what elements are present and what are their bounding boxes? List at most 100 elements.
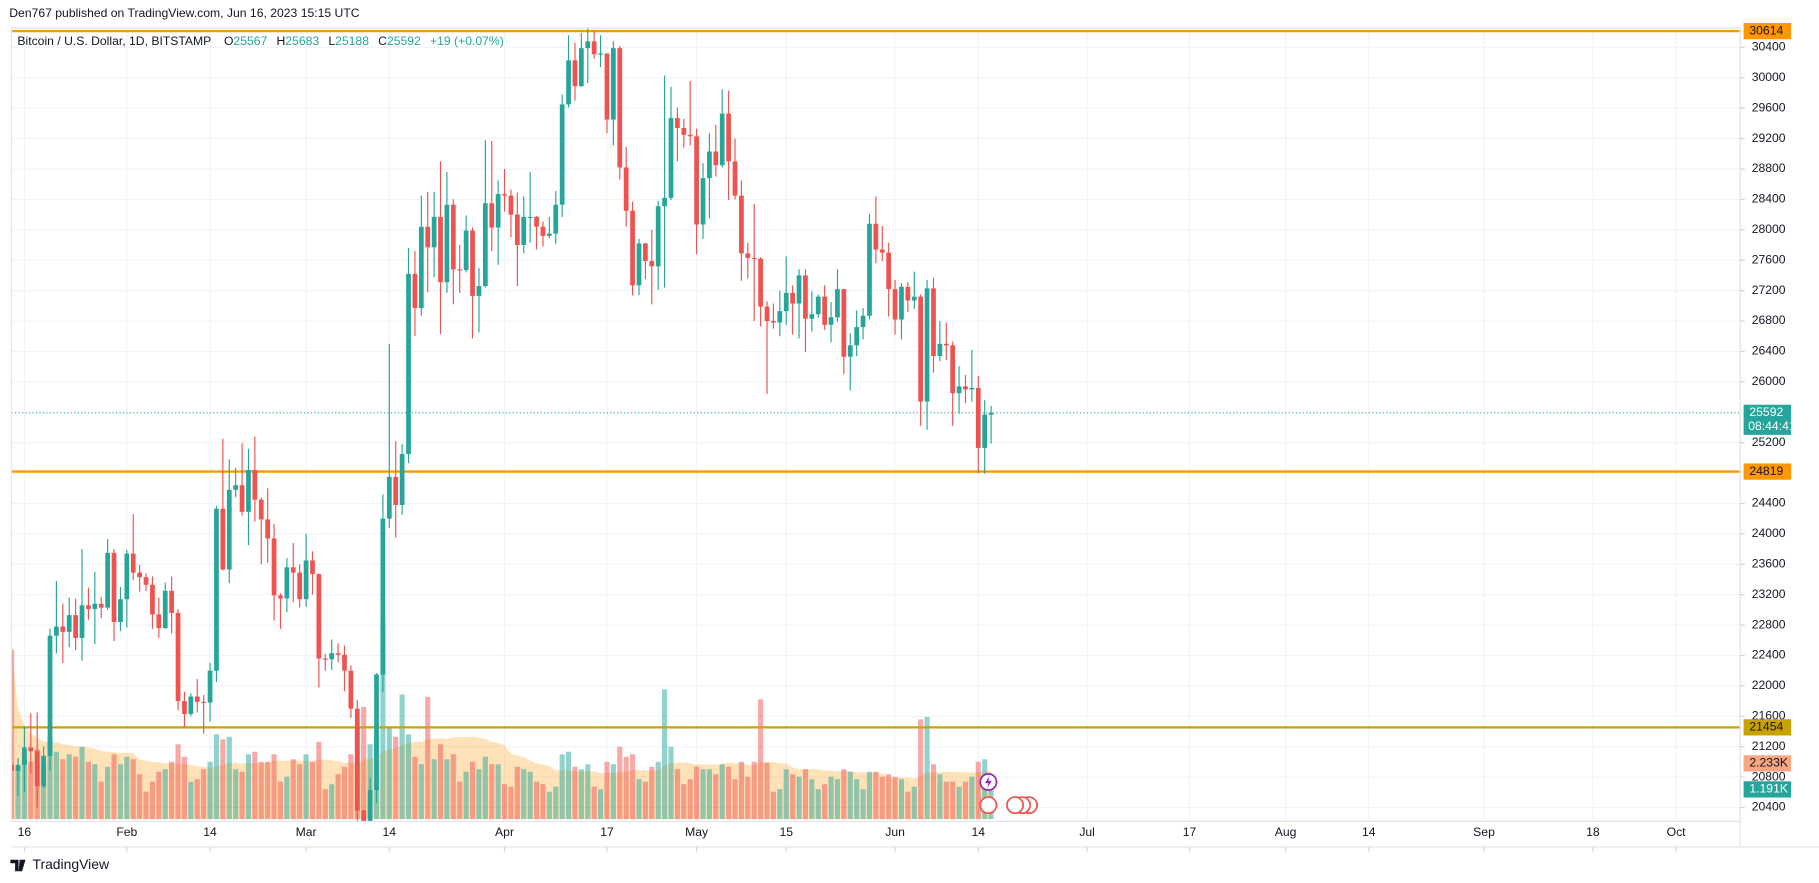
volume-bar bbox=[28, 761, 34, 820]
axes: 20400 20800 21200 21600 22000 22400 22800 23200… bbox=[18, 23, 1796, 852]
volume-bar bbox=[233, 769, 239, 820]
volume-bar bbox=[668, 746, 674, 820]
volume-bar bbox=[777, 789, 783, 820]
publish-note: Den767 published on TradingView.com, Jun… bbox=[9, 6, 359, 20]
volume-bar bbox=[501, 784, 508, 820]
level-tag-bg bbox=[1743, 23, 1792, 40]
volume-bar bbox=[790, 774, 796, 820]
volume-bar bbox=[412, 756, 418, 820]
volume-bar bbox=[969, 776, 975, 820]
candle-body bbox=[732, 161, 738, 196]
candle-body bbox=[457, 269, 463, 271]
y-tick-label: 27200 bbox=[1752, 283, 1786, 297]
volume-bar bbox=[149, 781, 156, 820]
volume-bar bbox=[975, 761, 981, 820]
volume-bar bbox=[239, 771, 245, 820]
volume-bar bbox=[380, 622, 386, 820]
candle-body bbox=[162, 590, 168, 629]
candle-body bbox=[873, 223, 879, 250]
candle-body bbox=[399, 454, 405, 505]
volume-bar bbox=[962, 781, 969, 820]
volume-bar bbox=[418, 764, 424, 820]
volume-bar bbox=[719, 764, 725, 820]
x-tick-label: Oct bbox=[1667, 825, 1687, 839]
candle-body bbox=[803, 275, 808, 319]
volume-bar bbox=[213, 734, 220, 820]
x-tick-label: 17 bbox=[600, 825, 614, 839]
y-tick-label: 22800 bbox=[1752, 617, 1786, 631]
volume-bar bbox=[911, 786, 917, 820]
x-tick-label: 17 bbox=[1183, 825, 1197, 839]
x-tick-label: Feb bbox=[116, 825, 137, 839]
candle-body bbox=[418, 226, 424, 309]
candle-body bbox=[764, 306, 770, 322]
y-tick-label: 26000 bbox=[1752, 374, 1786, 388]
candle-body bbox=[546, 233, 552, 236]
candle-body bbox=[207, 670, 213, 703]
candle-body bbox=[150, 584, 155, 615]
volume-last-tag: 1.191K bbox=[1749, 782, 1788, 796]
volume-bar bbox=[245, 754, 252, 820]
candle-body bbox=[847, 345, 853, 357]
volume-bar bbox=[457, 781, 463, 820]
candle-body bbox=[246, 469, 251, 512]
volume-bar bbox=[591, 786, 597, 820]
legend-key: O bbox=[224, 34, 233, 48]
volume-bar bbox=[642, 781, 648, 820]
y-tick-label: 21600 bbox=[1752, 708, 1786, 722]
candle-body bbox=[290, 567, 296, 573]
candle-body bbox=[687, 134, 693, 137]
candle-body bbox=[860, 315, 866, 328]
volume-bar bbox=[822, 784, 828, 820]
candle-body bbox=[278, 595, 283, 599]
volume-bar bbox=[450, 754, 456, 820]
candle-body bbox=[310, 560, 315, 575]
volume-bar bbox=[444, 759, 450, 820]
candle-body bbox=[239, 485, 245, 512]
candle-body bbox=[86, 605, 91, 610]
candle-body bbox=[924, 288, 930, 402]
legend-key: H bbox=[276, 34, 285, 48]
volume-bar bbox=[386, 728, 392, 820]
volume-bar bbox=[220, 739, 226, 820]
candle-body bbox=[284, 567, 290, 599]
candle-body bbox=[47, 635, 53, 756]
candle-body bbox=[118, 599, 123, 623]
candle-body bbox=[553, 204, 559, 234]
volume-bar bbox=[399, 694, 405, 820]
candle-body bbox=[815, 296, 821, 315]
legend-value: 25188 bbox=[335, 34, 369, 48]
candle-body bbox=[931, 288, 936, 356]
candle-body bbox=[534, 216, 539, 227]
volume-bar bbox=[85, 761, 91, 820]
y-tick-label: 29200 bbox=[1752, 131, 1786, 145]
candle-body bbox=[188, 696, 194, 714]
candle-body bbox=[514, 214, 520, 246]
x-tick-label: Aug bbox=[1275, 825, 1297, 839]
candle-body bbox=[963, 386, 968, 390]
candle-body bbox=[92, 603, 98, 610]
candle-body bbox=[950, 345, 956, 394]
candle-body bbox=[438, 216, 443, 283]
volume-bar bbox=[508, 786, 514, 820]
volume-bar bbox=[924, 716, 930, 820]
candle-body bbox=[841, 289, 847, 357]
candle-body bbox=[655, 206, 661, 267]
candle-body bbox=[303, 560, 309, 600]
volume-bar bbox=[348, 754, 354, 820]
volume-bar bbox=[322, 789, 328, 820]
candle-body bbox=[22, 747, 27, 765]
candle-body bbox=[559, 104, 565, 205]
volume-bar bbox=[834, 779, 841, 820]
volume-bar bbox=[92, 764, 98, 820]
candle-body bbox=[137, 572, 143, 578]
candle-body bbox=[828, 317, 834, 325]
candles bbox=[11, 27, 994, 822]
volume-bar bbox=[802, 769, 808, 820]
y-tick-label: 24400 bbox=[1752, 496, 1786, 510]
volume-bar bbox=[809, 779, 815, 820]
brand-logo bbox=[10, 859, 26, 872]
footer: TradingView bbox=[10, 856, 110, 872]
volume-bar bbox=[726, 766, 732, 820]
